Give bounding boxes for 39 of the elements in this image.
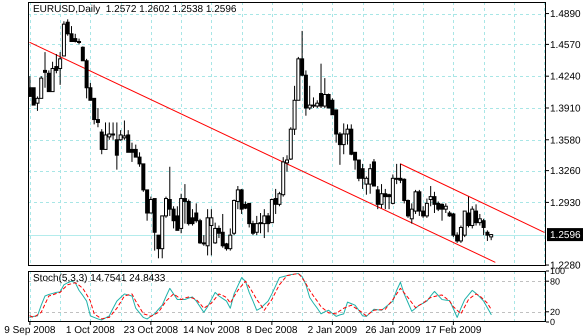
candlestick [240, 188, 244, 214]
candlestick [440, 202, 444, 222]
chart-title: EURUSD,Daily 1.2572 1.2602 1.2538 1.2596 [33, 4, 237, 15]
y-tick-label: 1.2930 [550, 198, 582, 209]
y-tick-label: 1.3910 [550, 103, 582, 114]
candlestick [220, 213, 225, 248]
x-tick-label: 2 Jan 2009 [308, 325, 358, 336]
y-tick-label: 0 [550, 317, 556, 328]
y-tick-label: 20 [550, 306, 560, 317]
candlestick [482, 218, 486, 236]
y-tick-label: 1.4240 [550, 72, 582, 83]
candlestick [319, 63, 324, 108]
candlestick [342, 122, 346, 155]
y-tick-label: 80 [550, 276, 560, 286]
y-tick-label: 1.3260 [550, 166, 582, 178]
candlestick [258, 212, 263, 234]
candlestick [368, 163, 372, 194]
candlestick [417, 189, 422, 216]
x-tick-label: 26 Jan 2009 [365, 325, 421, 336]
candlestick [474, 204, 478, 226]
candlestick [209, 208, 214, 256]
y-tick-label: 1.3580 [550, 135, 582, 146]
candlestick [254, 215, 259, 236]
x-tick-label: 17 Feb 2009 [425, 325, 482, 336]
candlestick [104, 122, 108, 150]
x-tick-label: 1 Oct 2008 [66, 325, 116, 336]
x-tick-label: 8 Dec 2008 [246, 325, 298, 336]
x-tick-label: 23 Oct 2008 [124, 325, 179, 336]
candlestick [311, 96, 316, 108]
x-tick-label: 14 Nov 2008 [183, 325, 240, 336]
candlestick [380, 184, 384, 209]
y-tick-label: 1.4570 [550, 40, 582, 51]
candlestick [383, 188, 388, 210]
y-tick-label: 1.4890 [550, 9, 582, 20]
chart-title: Stoch(5,3,3) 14.7541 24.8433 [33, 273, 166, 284]
candlestick [444, 202, 448, 214]
candlestick [114, 122, 119, 170]
x-tick-label: 9 Sep 2008 [4, 325, 56, 336]
ref-line-label: 1.2596 [550, 230, 582, 242]
